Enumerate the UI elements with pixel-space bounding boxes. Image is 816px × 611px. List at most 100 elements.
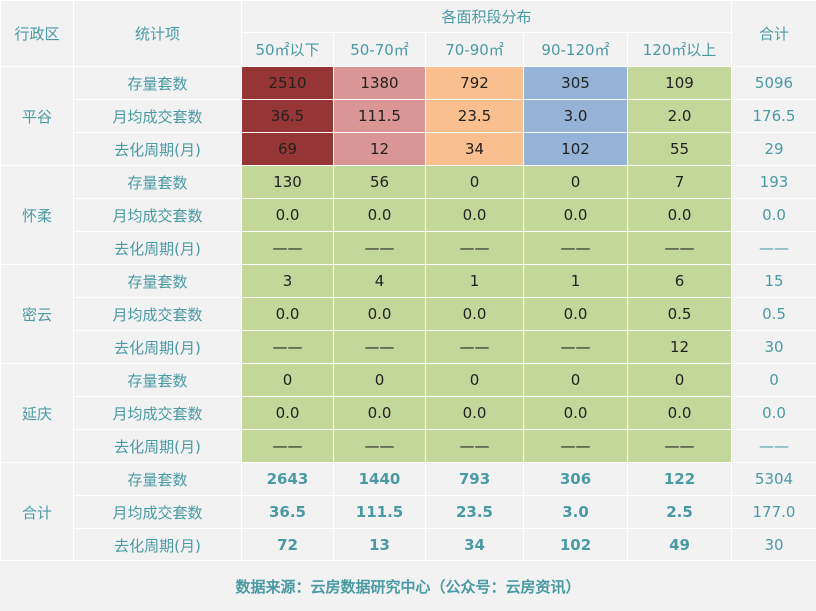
total-cell: 176.5	[732, 100, 816, 133]
value-cell: 0.0	[426, 397, 524, 430]
value-cell: 2.0	[628, 100, 732, 133]
value-cell: ——	[334, 430, 426, 463]
header-band: 90-120㎡	[524, 33, 628, 67]
value-cell: 6	[628, 265, 732, 298]
header-region: 行政区	[1, 1, 74, 67]
value-cell: 0.0	[242, 298, 334, 331]
value-cell: 36.5	[242, 100, 334, 133]
value-cell: 23.5	[426, 496, 524, 529]
value-cell: 792	[426, 67, 524, 100]
value-cell: 49	[628, 529, 732, 562]
value-cell: 0	[524, 364, 628, 397]
value-cell: 72	[242, 529, 334, 562]
total-cell: 29	[732, 133, 816, 166]
table-row: 去化周期(月)————————————	[1, 430, 816, 463]
value-cell: 4	[334, 265, 426, 298]
value-cell: 0	[628, 364, 732, 397]
metric-label: 存量套数	[74, 166, 242, 199]
value-cell: 3.0	[524, 100, 628, 133]
value-cell: 0.0	[334, 199, 426, 232]
metric-label: 去化周期(月)	[74, 529, 242, 562]
total-cell: 0	[732, 364, 816, 397]
data-source-footer: 数据来源：云房数据研究中心（公众号：云房资讯）	[0, 560, 816, 611]
value-cell: 130	[242, 166, 334, 199]
value-cell: 55	[628, 133, 732, 166]
value-cell: 12	[334, 133, 426, 166]
region-name: 怀柔	[1, 166, 74, 265]
value-cell: ——	[334, 232, 426, 265]
value-cell: 111.5	[334, 496, 426, 529]
region-name: 延庆	[1, 364, 74, 463]
total-cell: 177.0	[732, 496, 816, 529]
metric-label: 去化周期(月)	[74, 331, 242, 364]
value-cell: 0	[426, 364, 524, 397]
value-cell: 1380	[334, 67, 426, 100]
value-cell: 34	[426, 133, 524, 166]
total-cell: 193	[732, 166, 816, 199]
header-band: 120㎡以上	[628, 33, 732, 67]
value-cell: 1	[524, 265, 628, 298]
value-cell: 69	[242, 133, 334, 166]
metric-label: 存量套数	[74, 265, 242, 298]
value-cell: 305	[524, 67, 628, 100]
value-cell: 1	[426, 265, 524, 298]
value-cell: ——	[242, 232, 334, 265]
data-table: 行政区 统计项 各面积段分布 合计 50㎡以下 50-70㎡ 70-90㎡ 90…	[0, 0, 816, 562]
value-cell: 0.0	[334, 298, 426, 331]
metric-label: 去化周期(月)	[74, 232, 242, 265]
value-cell: 0.0	[524, 199, 628, 232]
total-cell: 5304	[732, 463, 816, 496]
total-cell: 0.0	[732, 397, 816, 430]
value-cell: 793	[426, 463, 524, 496]
value-cell: 12	[628, 331, 732, 364]
metric-label: 去化周期(月)	[74, 430, 242, 463]
value-cell: 102	[524, 133, 628, 166]
value-cell: ——	[628, 430, 732, 463]
value-cell: 109	[628, 67, 732, 100]
value-cell: 2.5	[628, 496, 732, 529]
region-name: 密云	[1, 265, 74, 364]
value-cell: 0.0	[242, 199, 334, 232]
value-cell: 0	[426, 166, 524, 199]
value-cell: ——	[524, 430, 628, 463]
metric-label: 存量套数	[74, 463, 242, 496]
metric-label: 存量套数	[74, 364, 242, 397]
header-band: 50-70㎡	[334, 33, 426, 67]
header-band: 50㎡以下	[242, 33, 334, 67]
total-cell: 15	[732, 265, 816, 298]
value-cell: 0.0	[426, 199, 524, 232]
metric-label: 存量套数	[74, 67, 242, 100]
metric-label: 去化周期(月)	[74, 133, 242, 166]
value-cell: 306	[524, 463, 628, 496]
value-cell: 0.0	[524, 397, 628, 430]
table-row: 去化周期(月)————————————	[1, 232, 816, 265]
total-cell: 5096	[732, 67, 816, 100]
value-cell: 0.0	[628, 397, 732, 430]
metric-label: 月均成交套数	[74, 496, 242, 529]
value-cell: 0	[524, 166, 628, 199]
value-cell: ——	[426, 331, 524, 364]
metric-label: 月均成交套数	[74, 298, 242, 331]
total-cell: 0.5	[732, 298, 816, 331]
value-cell: 34	[426, 529, 524, 562]
value-cell: ——	[242, 430, 334, 463]
metric-label: 月均成交套数	[74, 100, 242, 133]
value-cell: 56	[334, 166, 426, 199]
value-cell: ——	[524, 232, 628, 265]
header-total: 合计	[732, 1, 816, 67]
value-cell: 0.0	[242, 397, 334, 430]
value-cell: ——	[242, 331, 334, 364]
value-cell: ——	[426, 430, 524, 463]
value-cell: ——	[426, 232, 524, 265]
